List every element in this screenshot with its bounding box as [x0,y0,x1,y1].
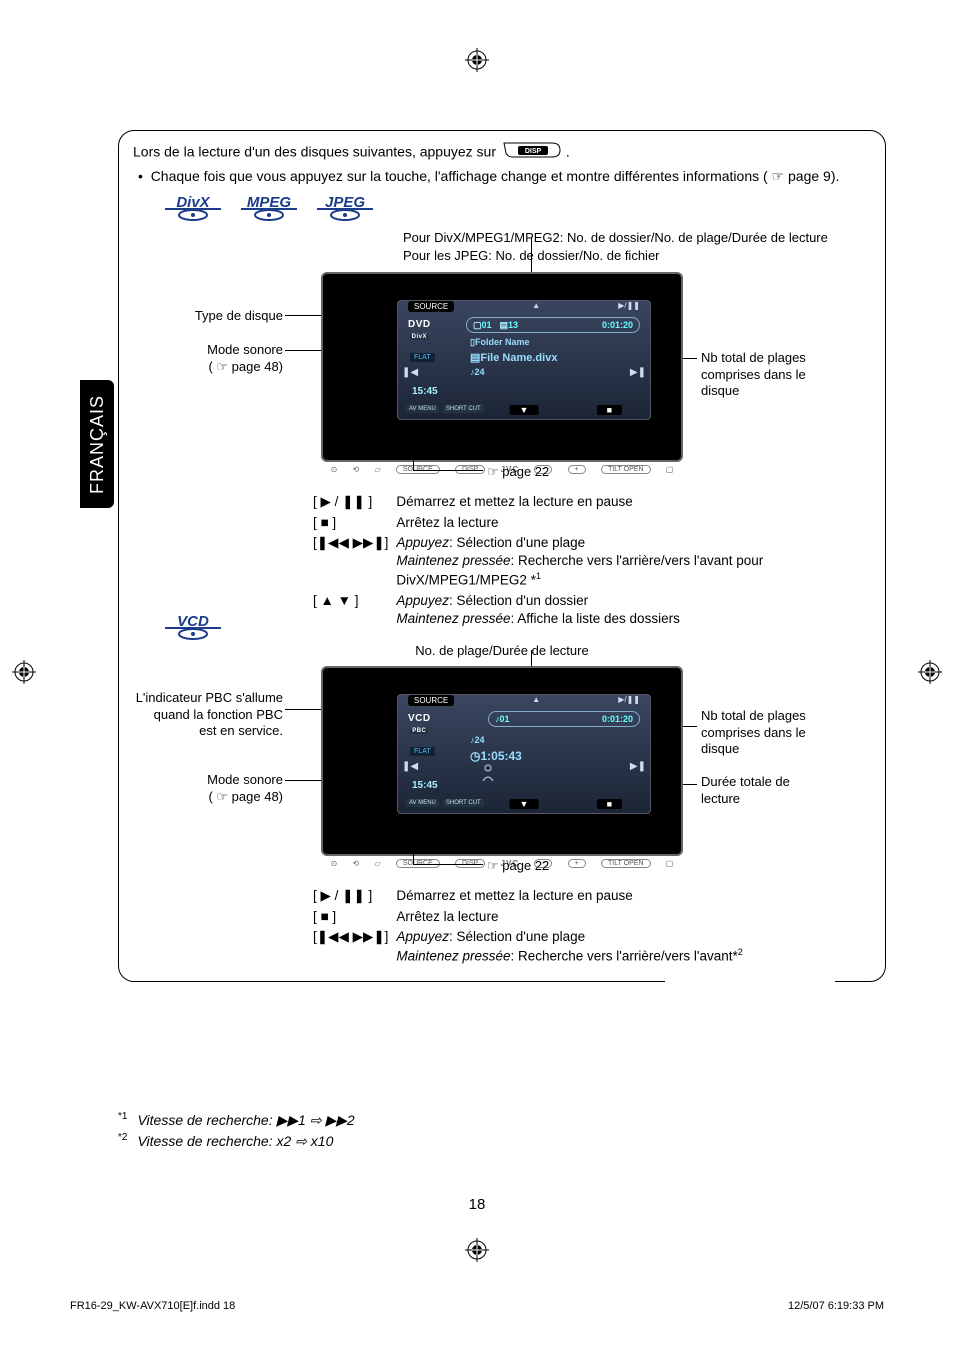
mpeg-badge-icon: MPEG [237,193,301,223]
screen-2: SOURCE▲▶/❚❚ VCDPBC ♪01 0:01:20 ♪24 ◷1:05… [397,694,651,814]
track-count-2: ♪24 [470,735,485,745]
caption-mid: No. de plage/Durée de lecture [133,643,871,658]
down-icon: ▼ [510,405,539,415]
flat-indicator-2: FLAT [410,747,435,756]
svg-text:DISP: DISP [525,148,542,155]
print-footer: FR16-29_KW-AVX710[E]f.indd 1812/5/07 6:1… [70,1300,884,1312]
registration-mark-icon [465,48,489,72]
label-sound-mode-2: Mode sonore( ☞ page 48) [207,772,283,805]
clock: 15:45 [412,386,438,397]
language-tab: FRANÇAIS [80,380,114,508]
disp-button-icon: DISP [502,141,564,164]
flat-indicator: FLAT [410,353,435,362]
label-total-time: Durée totale de lecture [701,774,831,807]
format-badges: DivX MPEG JPEG [161,193,871,223]
vcd-badge-icon: VCD [161,612,225,642]
label-total-tracks-2: Nb total de plages comprises dans le dis… [701,708,831,757]
registration-mark-icon [918,660,942,684]
next-icon-2: ▶❚ [630,761,646,772]
clock-2: 15:45 [412,780,438,791]
menu-buttons: AV MENUSHORT CUT [406,405,484,413]
stop-icon: ■ [597,405,622,415]
prev-icon: ❚◀ [402,367,418,378]
intro-line: Lors de la lecture d'un des disques suiv… [133,143,496,159]
disc-indicator: DVDDivX [408,319,431,341]
prev-icon-2: ❚◀ [402,761,418,772]
device-1: Type de disque Mode sonore( ☞ page 48) N… [133,272,871,462]
jpeg-badge-icon: JPEG [313,193,377,223]
folder-name: ▯Folder Name [470,337,529,348]
menu-buttons-2: AV MENUSHORT CUT [406,799,484,807]
device-2: L'indicateur PBC s'allume quand la fonct… [133,666,871,856]
stop-icon-2: ■ [597,799,622,809]
disc-indicator-2: VCDPBC [408,713,431,735]
file-name: ▤File Name.divx [470,351,557,364]
page-number: 18 [469,1196,486,1213]
registration-mark-icon [465,1238,489,1262]
label-pbc: L'indicateur PBC s'allume quand la fonct… [133,690,283,739]
controls-table-2: [ ▶ / ❚❚ ]Démarrez et mettez la lecture … [313,886,751,966]
intro-text: Lors de la lecture d'un des disques suiv… [133,141,871,164]
page-ref-2: ☞ page 22 [487,858,549,874]
label-disc-type: Type de disque [195,308,283,324]
caption-top: Pour DivX/MPEG1/MPEG2: No. de dossier/No… [403,229,871,264]
bullet-text: • Chaque fois que vous appuyez sur la to… [133,168,871,185]
page-ref-1: ☞ page 22 [487,464,549,480]
registration-mark-icon [12,660,36,684]
controls-table-1: [ ▶ / ❚❚ ]Démarrez et mettez la lecture … [313,492,871,629]
screen-1: SOURCE▲▶/❚❚ DVDDivX ▢01 ▤13 0:01:20 ▯Fol… [397,300,651,420]
down-icon-2: ▼ [510,799,539,809]
person-icon [480,763,496,783]
info-strip: ▢01 ▤13 0:01:20 [466,317,640,333]
content-frame: Lors de la lecture d'un des disques suiv… [118,130,886,982]
info-strip-2: ♪01 0:01:20 [488,711,640,727]
total-time: ◷1:05:43 [470,749,522,763]
footnotes: *1Vitesse de recherche: ▶▶1 ⇨ ▶▶2 *2Vite… [118,1112,355,1154]
label-total-tracks: Nb total de plages comprises dans le dis… [701,350,831,399]
label-sound-mode: Mode sonore( ☞ page 48) [207,342,283,375]
track-count: ♪24 [470,367,485,377]
next-icon: ▶❚ [630,367,646,378]
divx-badge-icon: DivX [161,193,225,223]
